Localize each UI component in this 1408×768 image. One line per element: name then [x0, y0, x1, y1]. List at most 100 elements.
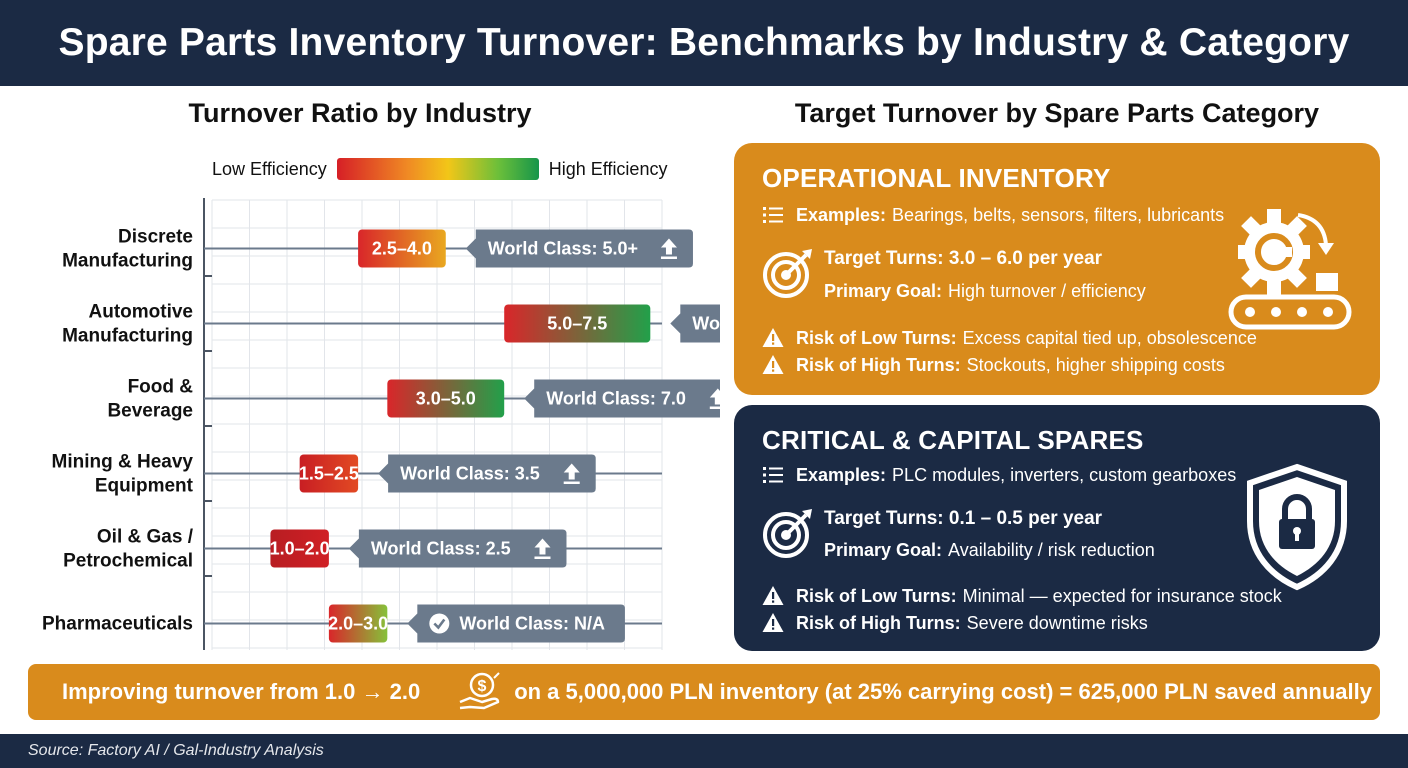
category-label-line: Discrete — [118, 227, 193, 248]
category-label: Pharmaceuticals — [42, 614, 193, 635]
critical-spares-card: CRITICAL & CAPITAL SPARES Examples: PLC … — [734, 405, 1380, 651]
risk-high-label: Risk of High Turns: — [796, 354, 961, 375]
goal-row: Primary Goal: High turnover / efficiency — [824, 281, 1146, 302]
examples-value: Bearings, belts, sensors, filters, lubri… — [892, 204, 1225, 225]
target-icon — [763, 249, 812, 298]
footer-bar: Source: Factory AI / Gal-Industry Analys… — [0, 734, 1408, 768]
range-label: 2.5–4.0 — [372, 239, 432, 259]
risk-high-value: Severe downtime risks — [966, 612, 1148, 633]
examples-value: PLC modules, inverters, custom gearboxes — [892, 464, 1237, 485]
category-label-line: Pharmaceuticals — [42, 614, 193, 635]
list-icon — [763, 467, 783, 483]
arrow-up-icon — [534, 538, 551, 559]
category-label: Automotive Manufacturing — [62, 302, 193, 347]
target-turns-label: Target Turns: 3.0 – 6.0 per year — [824, 248, 1103, 269]
operational-inventory-card: OPERATIONAL INVENTORY Examples: Bearings… — [734, 143, 1380, 395]
turnover-chart: Discrete Manufacturing 2.5–4.0 World Class:… — [42, 198, 720, 650]
target-turns: Target Turns: 0.1 – 0.5 per year — [824, 508, 1108, 530]
source-note: Source: Factory AI / Gal-Industry Analys… — [28, 742, 324, 759]
svg-text:$: $ — [478, 678, 487, 695]
category-label-line: Food & — [128, 377, 194, 398]
risk-high-label: Risk of High Turns: — [796, 612, 961, 633]
goal-value: Availability / risk reduction — [948, 540, 1155, 560]
range-label: 3.0–5.0 — [416, 389, 476, 409]
examples-label: Examples: — [796, 464, 887, 485]
efficiency-scale: Low Efficiency High Efficiency — [212, 157, 667, 181]
world-class-callout — [378, 454, 596, 493]
world-class-callout — [465, 229, 693, 268]
savings-banner: Improving turnover from 1.0 → 2.0 $ on a… — [28, 664, 1380, 720]
world-class-label: World Class: 7.0 — [546, 389, 686, 409]
banner-left-text: Improving turnover from 1.0 → 2.0 — [62, 679, 421, 704]
banner-right-text: on a 5,000,000 PLN inventory (at 25% car… — [514, 679, 1372, 704]
world-class-label: World Class: 5.0+ — [488, 239, 638, 259]
page-title: Spare Parts Inventory Turnover: Benchmar… — [58, 21, 1350, 64]
range-bar — [358, 229, 446, 268]
category-label-line: Manufacturing — [62, 326, 193, 347]
examples-row: Examples: Bearings, belts, sensors, filt… — [762, 204, 1224, 226]
risk-low-label: Risk of Low Turns: — [796, 585, 957, 606]
arrow-up-icon — [660, 238, 677, 259]
warning-icon — [762, 586, 784, 605]
scale-high-label: High Efficiency — [548, 158, 668, 179]
world-class-label: World Class: 3.5 — [400, 464, 540, 484]
risk-low-row: Risk of Low Turns: Excess capital tied u… — [762, 327, 1257, 349]
efficiency-gradient — [336, 158, 539, 180]
examples-row: Examples: PLC modules, inverters, custom… — [762, 464, 1236, 486]
category-label-line: Automotive — [89, 302, 194, 323]
arrow-up-icon — [709, 388, 720, 409]
risk-high-value: Stockouts, higher shipping costs — [966, 354, 1225, 375]
range-bar — [504, 304, 651, 343]
goal-row: Primary Goal: Availability / risk reduct… — [824, 540, 1155, 561]
money-hand-icon: $ — [459, 672, 500, 710]
range-label: 5.0–7.5 — [547, 314, 607, 334]
category-label: Oil & Gas / Petrochemical — [63, 527, 194, 572]
chart-title: Turnover Ratio by Industry — [188, 98, 532, 128]
category-label-line: Equipment — [95, 476, 194, 497]
risk-high-row: Risk of High Turns: Stockouts, higher sh… — [762, 354, 1225, 376]
range-label: 1.5–2.5 — [299, 464, 359, 484]
check-circle-icon — [429, 613, 450, 634]
category-label: Food & Beverage — [107, 377, 193, 422]
target-icon — [763, 509, 812, 558]
range-label: 2.0–3.0 — [328, 614, 388, 634]
world-class-callout — [348, 529, 567, 568]
risk-low-label: Risk of Low Turns: — [796, 327, 957, 348]
examples-label: Examples: — [796, 204, 887, 225]
range-label: 1.0–2.0 — [270, 539, 330, 559]
header-bar: Spare Parts Inventory Turnover: Benchmar… — [0, 0, 1408, 86]
category-label: Discrete Manufacturing — [62, 227, 193, 272]
range-bar — [270, 529, 329, 568]
goal-label: Primary Goal: — [824, 540, 943, 560]
risk-low-value: Excess capital tied up, obsolescence — [962, 327, 1257, 348]
world-class-callout — [670, 304, 720, 343]
card-title: CRITICAL & CAPITAL SPARES — [762, 425, 1144, 455]
risk-low-row: Risk of Low Turns: Minimal — expected fo… — [762, 585, 1282, 607]
warning-icon — [762, 355, 784, 374]
list-icon — [763, 207, 783, 223]
target-turns: Target Turns: 3.0 – 6.0 per year — [824, 248, 1108, 270]
world-class-label: World Class: N/A — [459, 614, 605, 634]
goal-label: Primary Goal: — [824, 281, 943, 301]
category-label-line: Oil & Gas / — [97, 527, 194, 548]
category-title: Target Turnover by Spare Parts Category — [794, 98, 1320, 128]
warning-icon — [762, 328, 784, 347]
shield-lock-icon — [1247, 463, 1347, 591]
world-class-callout — [524, 379, 720, 418]
range-bar — [328, 604, 388, 643]
category-label: Mining & Heavy Equipment — [52, 452, 194, 497]
category-label-line: Mining & Heavy — [52, 452, 194, 473]
scale-low-label: Low Efficiency — [212, 158, 327, 179]
target-turns-label: Target Turns: 0.1 – 0.5 per year — [824, 508, 1103, 529]
world-class-callout — [407, 604, 625, 643]
goal-value: High turnover / efficiency — [948, 281, 1146, 301]
category-label-line: Manufacturing — [62, 251, 193, 272]
warning-icon — [762, 613, 784, 632]
category-label-line: Petrochemical — [63, 551, 193, 572]
category-label-line: Beverage — [107, 401, 193, 422]
risk-high-row: Risk of High Turns: Severe downtime risk… — [762, 612, 1148, 634]
range-bar — [387, 379, 505, 418]
arrow-up-icon — [563, 463, 580, 484]
world-class-label: World Class: N/A — [692, 314, 720, 334]
range-bar — [299, 454, 359, 493]
